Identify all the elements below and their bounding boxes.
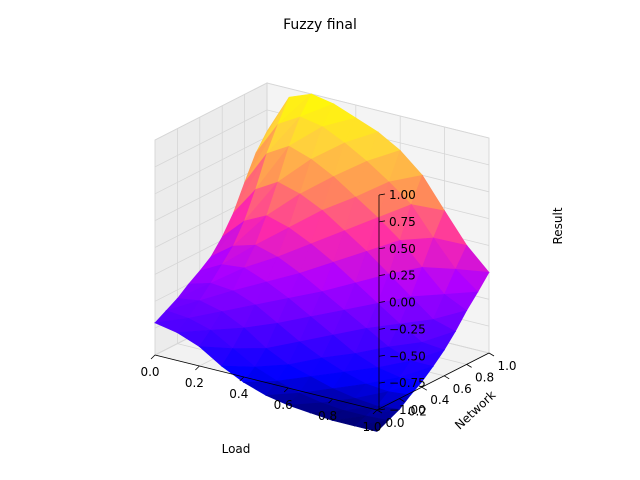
z-tick-mark xyxy=(378,327,386,330)
grid-line-z xyxy=(154,109,490,168)
x-tick-mark xyxy=(150,354,156,360)
z-tick-mark xyxy=(378,408,386,411)
y-tick-mark xyxy=(376,409,383,414)
x-tick-mark xyxy=(372,409,378,415)
z-tick-label: −0.50 xyxy=(389,349,426,363)
z-tick-mark xyxy=(378,354,386,357)
x-tick-label: 0.0 xyxy=(140,365,159,379)
y-tick-label: 1.0 xyxy=(497,359,516,373)
z-tick-label: −0.25 xyxy=(389,322,426,336)
y-tick-mark xyxy=(466,364,472,368)
y-tick-label: 0.0 xyxy=(385,416,404,430)
x-axis-line xyxy=(154,354,378,411)
z-tick-mark xyxy=(378,220,386,223)
x-tick-label: 0.6 xyxy=(274,398,293,412)
x-axis-label: Load xyxy=(222,442,251,456)
z-tick-mark xyxy=(378,274,386,277)
z-tick-mark xyxy=(378,193,386,196)
x-tick-mark xyxy=(283,387,289,393)
y-tick-mark xyxy=(443,375,450,380)
y-tick-mark xyxy=(421,386,428,391)
axis-lines xyxy=(150,193,495,415)
chart-title: Fuzzy final xyxy=(283,17,357,33)
z-tick-label: 0.75 xyxy=(389,215,416,229)
y-tick-label: 0.2 xyxy=(408,405,427,419)
grid-line-z xyxy=(154,82,490,141)
tick-labels: 0.00.20.40.60.81.0 0.00.20.40.60.81.0−1.0… xyxy=(140,188,516,434)
y-tick-label: 0.6 xyxy=(453,382,472,396)
z-tick-label: −0.75 xyxy=(389,376,426,390)
x-tick-mark xyxy=(239,376,245,382)
z-tick-label: 0.25 xyxy=(389,269,416,283)
z-tick-mark xyxy=(378,301,386,303)
surface-facet xyxy=(354,419,390,432)
surface-mesh xyxy=(153,93,490,432)
x-tick-label: 0.2 xyxy=(185,376,204,390)
z-axis-label: Result xyxy=(551,207,565,244)
x-tick-mark xyxy=(195,365,200,371)
x-tick-mark xyxy=(328,398,333,404)
y-axis-line xyxy=(376,352,490,411)
x-tick-label: 0.4 xyxy=(229,387,248,401)
z-tick-label: 0.50 xyxy=(389,242,416,256)
x-tick-label: 1.0 xyxy=(362,420,381,434)
y-tick-mark xyxy=(399,398,405,402)
z-tick-label: 1.00 xyxy=(389,188,416,202)
y-tick-mark xyxy=(488,352,495,357)
z-tick-label: −1.00 xyxy=(389,403,426,417)
x-tick-label: 0.8 xyxy=(318,409,337,423)
z-tick-mark xyxy=(378,247,386,250)
y-tick-label: 0.8 xyxy=(475,370,494,384)
z-tick-label: 0.00 xyxy=(389,296,416,310)
y-tick-label: 0.4 xyxy=(430,393,449,407)
z-tick-mark xyxy=(378,381,386,384)
